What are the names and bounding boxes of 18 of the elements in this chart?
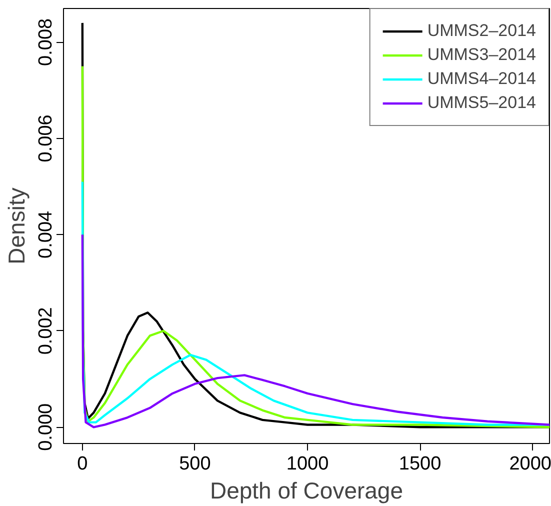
y-tick-label: 0.000: [36, 403, 56, 451]
legend-label: UMMS4–2014: [427, 69, 536, 89]
x-tick-label: 2000: [509, 454, 551, 474]
x-tick-label: 0: [77, 454, 88, 474]
y-tick-label: 0.008: [36, 18, 56, 66]
x-tick-label: 500: [179, 454, 211, 474]
x-axis-title: Depth of Coverage: [210, 478, 404, 504]
y-tick-label: 0.006: [36, 114, 56, 162]
x-tick-label: 1500: [398, 454, 442, 474]
legend-label: UMMS5–2014: [427, 93, 536, 113]
y-axis-title: Density: [4, 187, 30, 264]
x-tick-label: 1000: [286, 454, 329, 474]
legend-label: UMMS3–2014: [427, 45, 536, 65]
line-series: [81, 180, 550, 426]
y-tick-label: 0.004: [36, 210, 56, 258]
line-series: [81, 234, 550, 428]
legend-label: UMMS2–2014: [427, 21, 536, 41]
y-tick-label: 0.002: [36, 307, 56, 355]
